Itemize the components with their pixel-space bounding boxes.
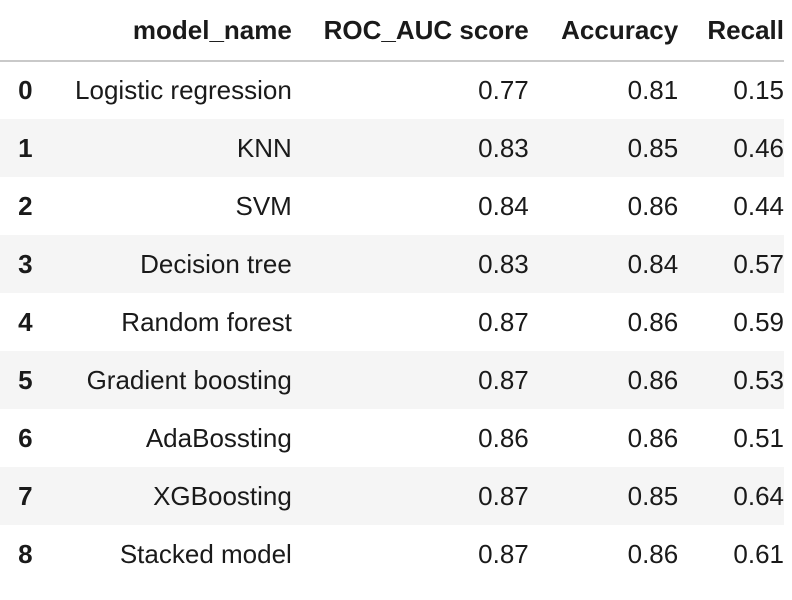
recall-cell: 0.59	[733, 306, 784, 337]
accuracy-cell: 0.86	[627, 422, 679, 453]
table-row: 2 SVM 0.84 0.86 0.44	[0, 177, 784, 235]
results-table: model_name ROC_AUC score Accuracy Recall…	[0, 0, 784, 583]
recall-cell: 0.57	[733, 248, 784, 279]
accuracy-cell: 0.86	[627, 364, 679, 395]
recall-cell: 0.44	[733, 190, 784, 221]
model-name-cell: Gradient boosting	[86, 364, 292, 395]
roc-auc-cell: 0.87	[478, 306, 529, 337]
index-header	[0, 0, 39, 62]
row-index: 8	[18, 538, 33, 569]
accuracy-cell: 0.86	[627, 306, 679, 337]
roc-auc-cell: 0.83	[478, 248, 529, 279]
row-index: 1	[18, 132, 33, 163]
accuracy-cell: 0.86	[627, 190, 679, 221]
accuracy-cell: 0.86	[627, 538, 679, 569]
roc-auc-cell: 0.87	[478, 364, 529, 395]
table-row: 3 Decision tree 0.83 0.84 0.57	[0, 235, 784, 293]
recall-cell: 0.64	[733, 480, 784, 511]
table-row: 4 Random forest 0.87 0.86 0.59	[0, 293, 784, 351]
table-row: 1 KNN 0.83 0.85 0.46	[0, 119, 784, 177]
row-index: 5	[18, 364, 33, 395]
row-index: 7	[18, 480, 33, 511]
table-row: 8 Stacked model 0.87 0.86 0.61	[0, 525, 784, 583]
roc-auc-cell: 0.84	[478, 190, 529, 221]
model-name-cell: AdaBossting	[145, 422, 292, 453]
recall-cell: 0.15	[733, 75, 784, 105]
table-body: 0 Logistic regression 0.77 0.81 0.15 1 K…	[0, 61, 784, 583]
model-name-cell: XGBoosting	[153, 480, 292, 511]
column-header-roc-auc: ROC_AUC score	[291, 0, 529, 62]
column-header-model-name: model_name	[38, 0, 292, 62]
row-index: 3	[18, 248, 33, 279]
table-row: 7 XGBoosting 0.87 0.85 0.64	[0, 467, 784, 525]
row-index: 6	[18, 422, 33, 453]
model-name-cell: Logistic regression	[75, 75, 292, 105]
row-index: 0	[18, 75, 33, 105]
recall-cell: 0.61	[733, 538, 784, 569]
roc-auc-cell: 0.83	[478, 132, 529, 163]
recall-cell: 0.51	[733, 422, 784, 453]
model-name-cell: Random forest	[121, 306, 292, 337]
model-name-cell: SVM	[235, 190, 292, 221]
row-index: 2	[18, 190, 33, 221]
table-row: 5 Gradient boosting 0.87 0.86 0.53	[0, 351, 784, 409]
accuracy-cell: 0.85	[627, 480, 679, 511]
table-header: model_name ROC_AUC score Accuracy Recall	[0, 0, 784, 62]
table-row: 6 AdaBossting 0.86 0.86 0.51	[0, 409, 784, 467]
dataframe-output: model_name ROC_AUC score Accuracy Recall…	[0, 0, 784, 583]
recall-cell: 0.53	[733, 364, 784, 395]
model-name-cell: KNN	[236, 132, 292, 163]
table-row: 0 Logistic regression 0.77 0.81 0.15	[0, 61, 784, 119]
model-name-cell: Stacked model	[119, 538, 292, 569]
accuracy-cell: 0.81	[627, 75, 679, 105]
column-header-recall: Recall	[678, 0, 784, 62]
roc-auc-cell: 0.87	[478, 480, 529, 511]
roc-auc-cell: 0.87	[478, 538, 529, 569]
header-row: model_name ROC_AUC score Accuracy Recall	[0, 0, 784, 62]
row-index: 4	[18, 306, 33, 337]
recall-cell: 0.46	[733, 132, 784, 163]
column-header-accuracy: Accuracy	[528, 0, 679, 62]
roc-auc-cell: 0.86	[478, 422, 529, 453]
model-name-cell: Decision tree	[140, 248, 292, 279]
accuracy-cell: 0.85	[627, 132, 679, 163]
accuracy-cell: 0.84	[627, 248, 679, 279]
roc-auc-cell: 0.77	[478, 75, 529, 105]
